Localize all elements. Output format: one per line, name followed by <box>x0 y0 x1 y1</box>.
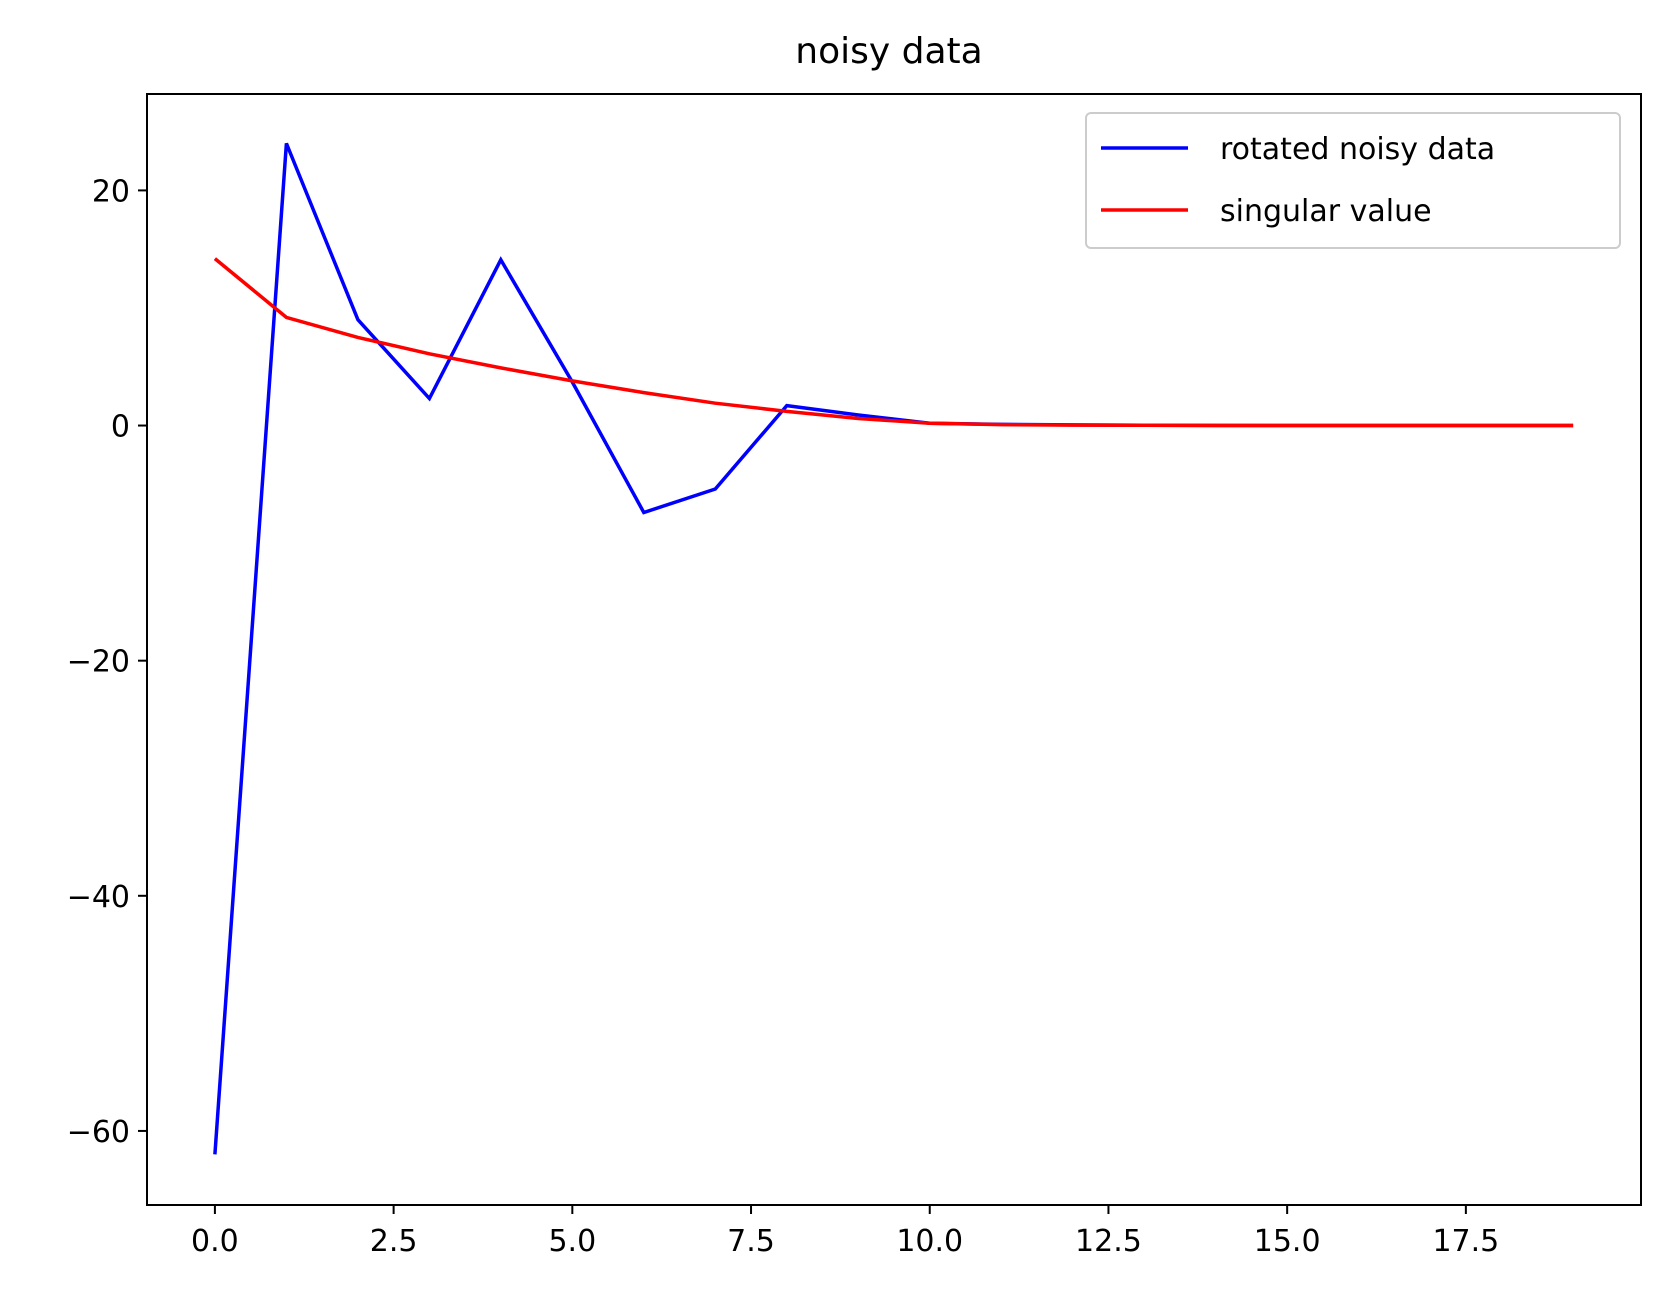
legend-label-rotated-noisy-data: rotated noisy data <box>1220 132 1495 167</box>
series-line-singular-value <box>213 257 1574 428</box>
y-tick-label: −40 <box>67 880 130 915</box>
legend-label-singular-value: singular value <box>1220 194 1432 229</box>
x-tick-label: 2.5 <box>370 1224 418 1259</box>
x-tick-label: 5.0 <box>548 1224 596 1259</box>
x-tick-label: 0.0 <box>191 1224 239 1259</box>
x-tick-label: 7.5 <box>727 1224 775 1259</box>
y-axis-ticks: 20 0 −20 −40 −60 <box>67 174 147 1150</box>
y-tick-label: 20 <box>92 174 130 209</box>
plot-area-frame <box>146 93 1642 1206</box>
x-axis-ticks: 0.0 2.5 5.0 7.5 10.0 12.5 15.0 17.5 <box>191 1205 1499 1259</box>
x-tick-label: 10.0 <box>896 1224 963 1259</box>
y-tick-label: −20 <box>67 645 130 680</box>
y-tick-label: 0 <box>111 410 130 445</box>
x-tick-label: 15.0 <box>1254 1224 1321 1259</box>
series-lines <box>213 142 1574 1155</box>
legend-frame <box>1085 112 1621 249</box>
legend: rotated noisy data singular value <box>1085 112 1621 249</box>
chart-title: noisy data <box>795 31 982 72</box>
y-tick-label: −60 <box>67 1115 130 1150</box>
x-tick-label: 17.5 <box>1432 1224 1499 1259</box>
x-tick-label: 12.5 <box>1075 1224 1142 1259</box>
